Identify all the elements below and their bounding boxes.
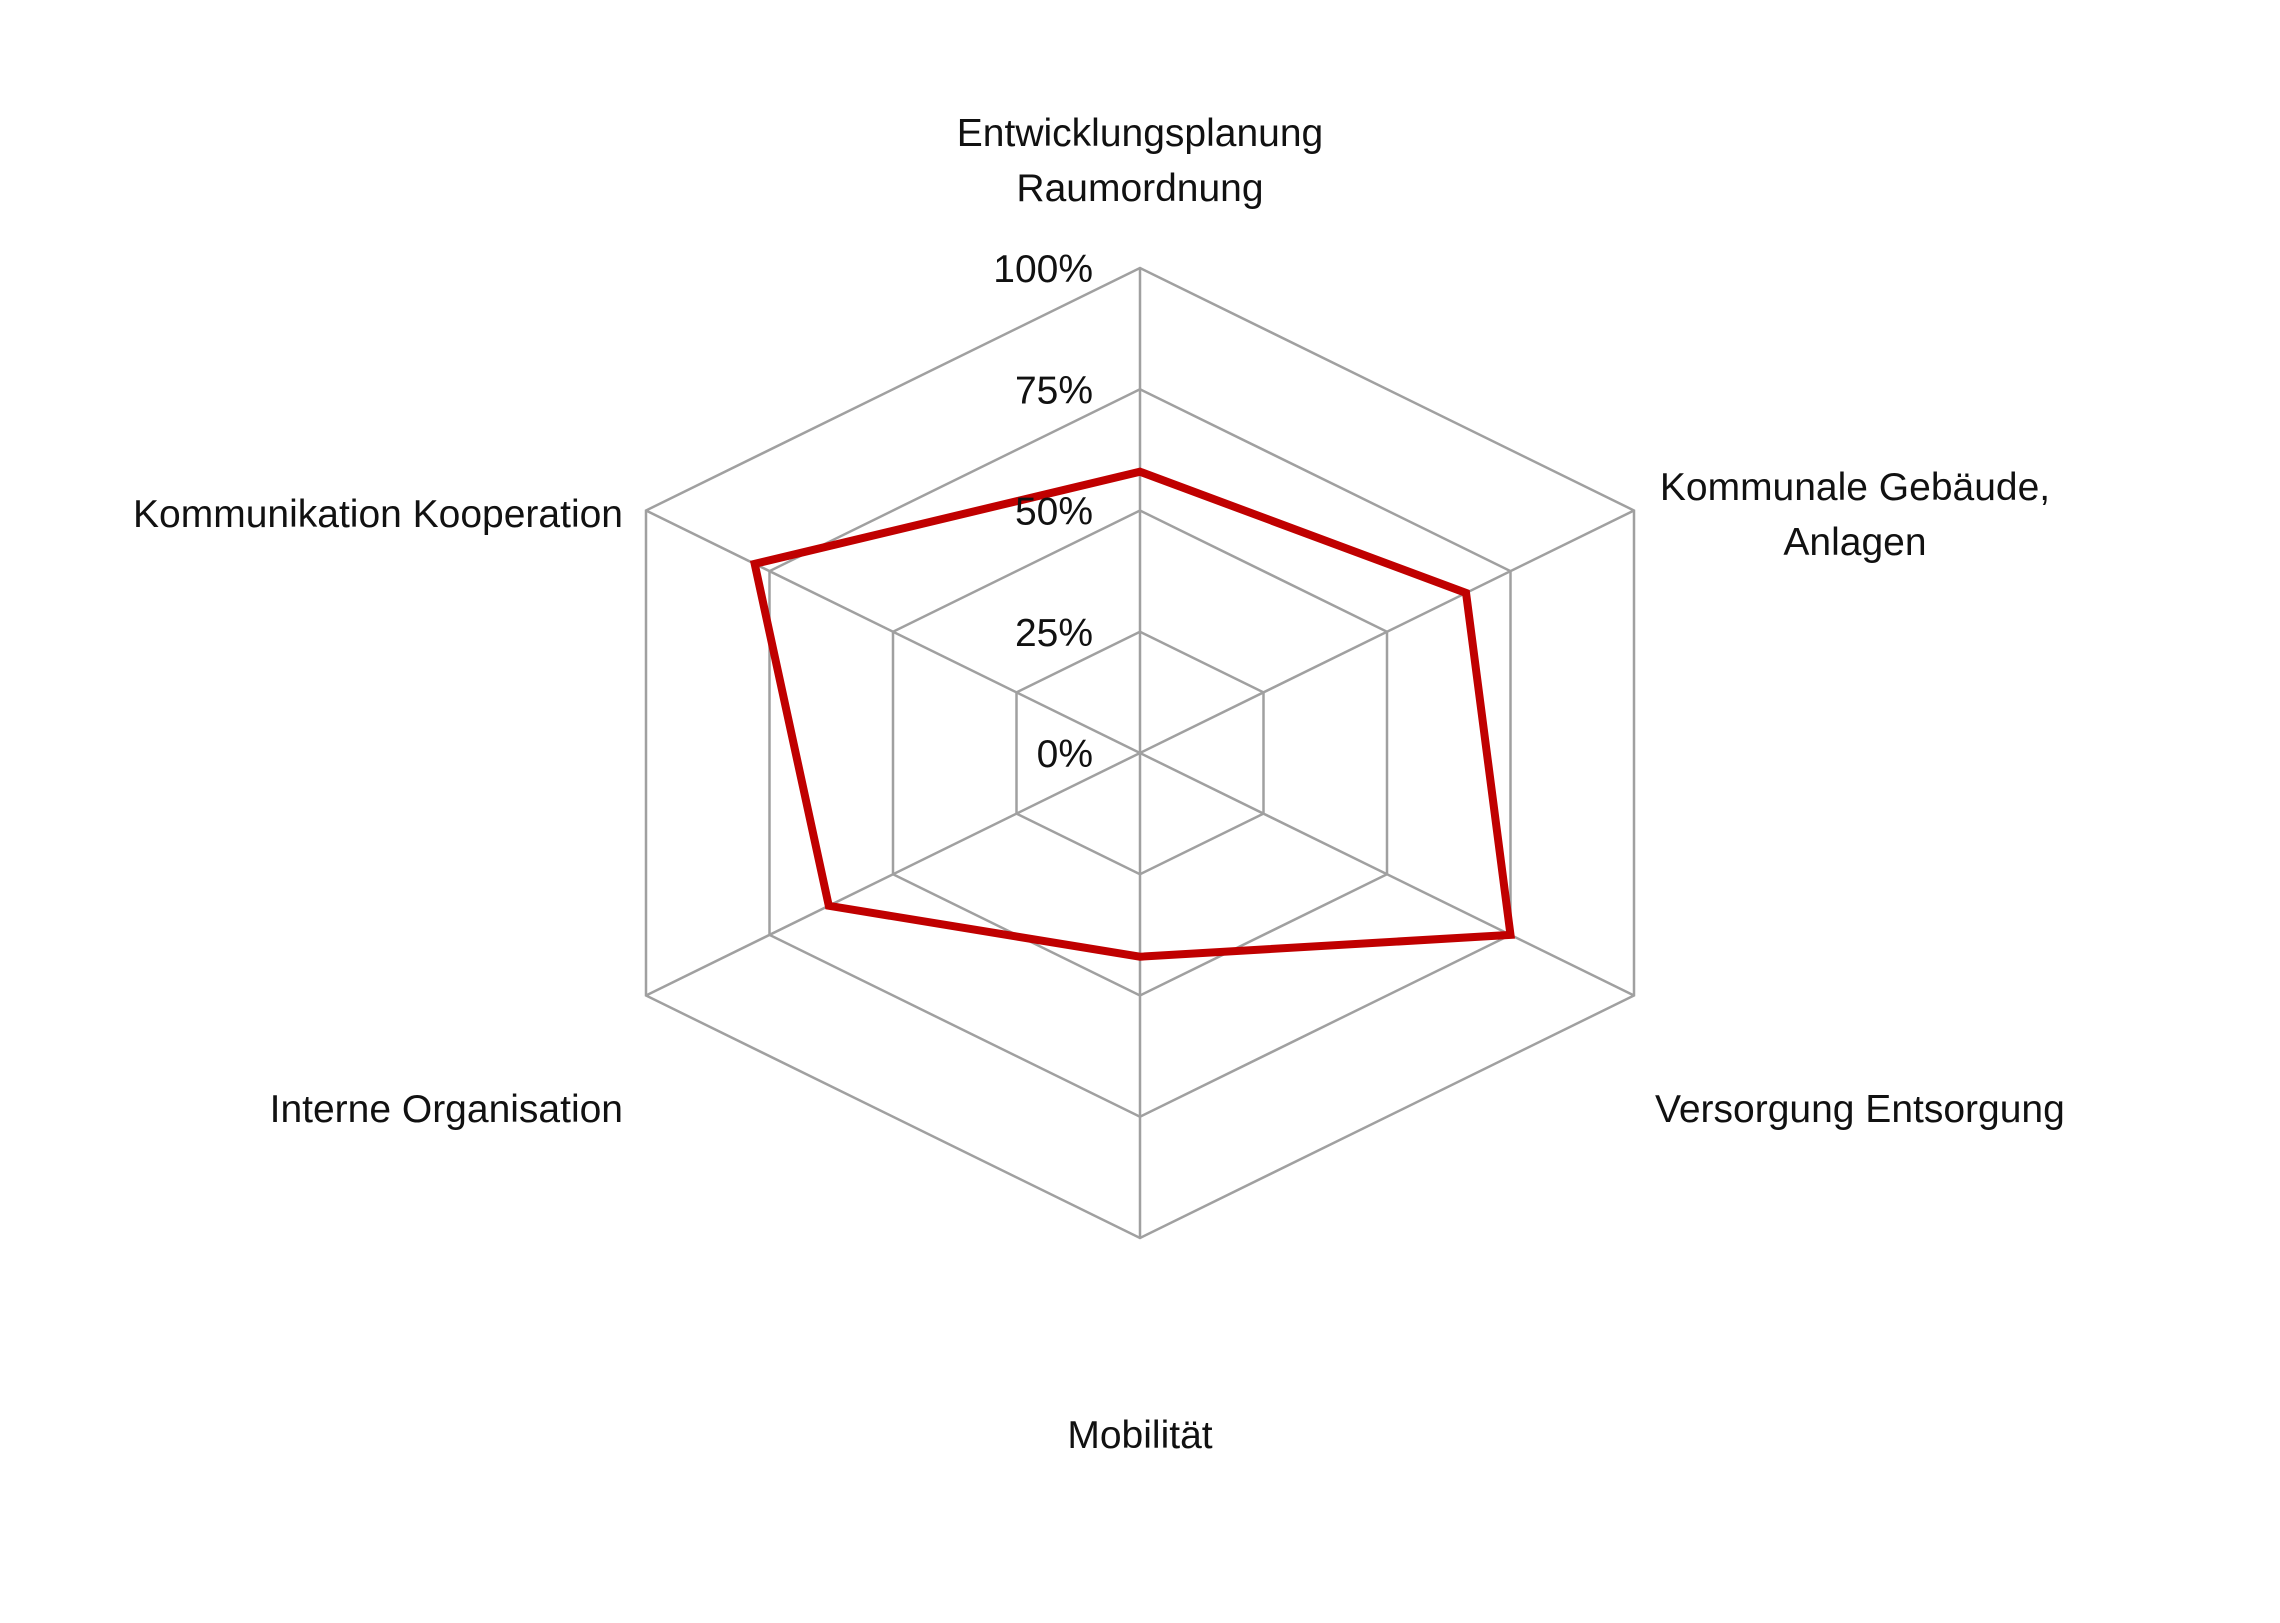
axis-spoke [1139,751,1635,997]
radar-grid [644,266,1636,1240]
radar-series [749,467,1516,961]
category-labels: Entwicklungsplanung Raumordnung Kommunale … [133,112,2065,1457]
category-label: Kommunikation Kooperation [133,493,623,536]
category-label: Versorgung Entsorgung [1655,1088,2065,1131]
category-label: Kommunale Gebäude, [1660,466,2050,509]
tick-label: 25% [1015,612,1093,655]
axis-spoke [645,509,1141,755]
category-label: Anlagen [1783,521,1926,564]
tick-label: 50% [1015,491,1093,534]
category-label: Raumordnung [1016,167,1263,210]
axis-spoke [645,751,1141,997]
category-label: Mobilität [1067,1414,1212,1457]
radial-tick-labels: 0% 25% 50% 75% 100% [993,248,1093,776]
series-line [749,467,1516,961]
tick-label: 100% [993,248,1093,291]
category-label: Entwicklungsplanung [957,112,1323,155]
category-label: Interne Organisation [270,1088,623,1131]
tick-label: 0% [1037,733,1093,776]
axis-spoke [1139,509,1635,755]
tick-label: 75% [1015,369,1093,412]
